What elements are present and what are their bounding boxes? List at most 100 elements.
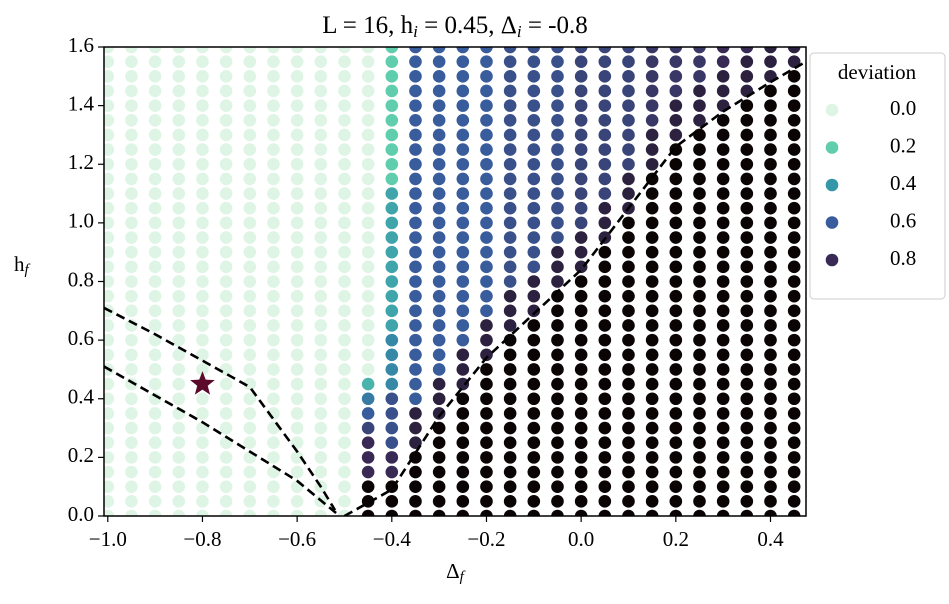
point bbox=[598, 55, 612, 68]
legend-label: 0.6 bbox=[890, 208, 916, 232]
point bbox=[172, 143, 186, 156]
point bbox=[503, 128, 517, 142]
point bbox=[314, 319, 328, 332]
point bbox=[598, 495, 612, 508]
point bbox=[148, 216, 162, 230]
point bbox=[480, 509, 493, 516]
point bbox=[740, 495, 754, 508]
point bbox=[219, 465, 233, 479]
point bbox=[669, 436, 683, 450]
point bbox=[622, 348, 635, 362]
legend-marker bbox=[825, 103, 839, 117]
point bbox=[267, 172, 280, 186]
point bbox=[527, 157, 541, 171]
point bbox=[574, 231, 588, 244]
point bbox=[432, 333, 446, 347]
point bbox=[243, 231, 257, 244]
y-tick-label: 1.0 bbox=[68, 209, 94, 233]
point bbox=[219, 47, 233, 54]
point bbox=[385, 289, 399, 303]
point bbox=[740, 407, 754, 420]
point bbox=[314, 113, 328, 127]
point bbox=[361, 480, 375, 493]
point bbox=[787, 304, 801, 318]
point bbox=[104, 509, 115, 516]
point bbox=[456, 480, 470, 493]
point bbox=[551, 304, 564, 318]
point bbox=[787, 216, 801, 230]
point bbox=[361, 99, 375, 112]
point bbox=[645, 289, 659, 303]
point bbox=[361, 260, 375, 274]
point bbox=[432, 55, 446, 68]
point bbox=[267, 377, 280, 391]
point bbox=[527, 172, 541, 186]
point bbox=[527, 231, 541, 244]
point bbox=[104, 245, 115, 259]
point bbox=[456, 99, 470, 112]
point bbox=[527, 260, 541, 274]
point bbox=[645, 70, 659, 83]
point bbox=[645, 47, 659, 54]
point bbox=[290, 392, 304, 406]
point bbox=[290, 113, 304, 127]
point bbox=[740, 245, 754, 259]
legend-marker bbox=[825, 141, 839, 154]
plot-area bbox=[104, 47, 806, 516]
point bbox=[104, 319, 115, 332]
point bbox=[243, 172, 257, 186]
point bbox=[787, 47, 801, 54]
point bbox=[693, 128, 706, 142]
point bbox=[764, 377, 777, 391]
point bbox=[598, 304, 612, 318]
point bbox=[432, 47, 446, 54]
point bbox=[196, 113, 209, 127]
point bbox=[503, 348, 517, 362]
point bbox=[409, 260, 422, 274]
y-tick-label: 0.6 bbox=[68, 326, 94, 350]
point bbox=[622, 451, 635, 464]
point bbox=[104, 407, 115, 420]
point bbox=[338, 70, 351, 83]
point bbox=[598, 465, 612, 479]
point bbox=[385, 509, 399, 516]
point bbox=[764, 465, 777, 479]
point bbox=[409, 47, 422, 54]
point bbox=[551, 201, 564, 215]
point bbox=[622, 421, 635, 435]
point bbox=[740, 348, 754, 362]
point bbox=[527, 465, 541, 479]
point bbox=[669, 480, 683, 493]
point bbox=[385, 275, 399, 288]
point bbox=[764, 143, 777, 156]
point bbox=[125, 187, 138, 200]
point bbox=[787, 465, 801, 479]
point bbox=[314, 304, 328, 318]
point bbox=[480, 70, 493, 83]
point bbox=[645, 216, 659, 230]
point bbox=[432, 407, 446, 420]
point bbox=[267, 260, 280, 274]
point bbox=[574, 157, 588, 171]
point bbox=[290, 304, 304, 318]
point bbox=[172, 304, 186, 318]
point bbox=[385, 70, 399, 83]
point bbox=[456, 84, 470, 98]
point bbox=[172, 157, 186, 171]
point bbox=[787, 260, 801, 274]
point bbox=[480, 128, 493, 142]
point bbox=[693, 231, 706, 244]
point bbox=[314, 363, 328, 376]
point bbox=[172, 275, 186, 288]
point bbox=[361, 231, 375, 244]
point bbox=[314, 275, 328, 288]
point bbox=[196, 392, 209, 406]
point bbox=[740, 201, 754, 215]
point bbox=[125, 436, 138, 450]
point bbox=[432, 157, 446, 171]
point bbox=[764, 348, 777, 362]
point bbox=[361, 465, 375, 479]
point bbox=[669, 70, 683, 83]
point bbox=[432, 319, 446, 332]
point bbox=[527, 113, 541, 127]
